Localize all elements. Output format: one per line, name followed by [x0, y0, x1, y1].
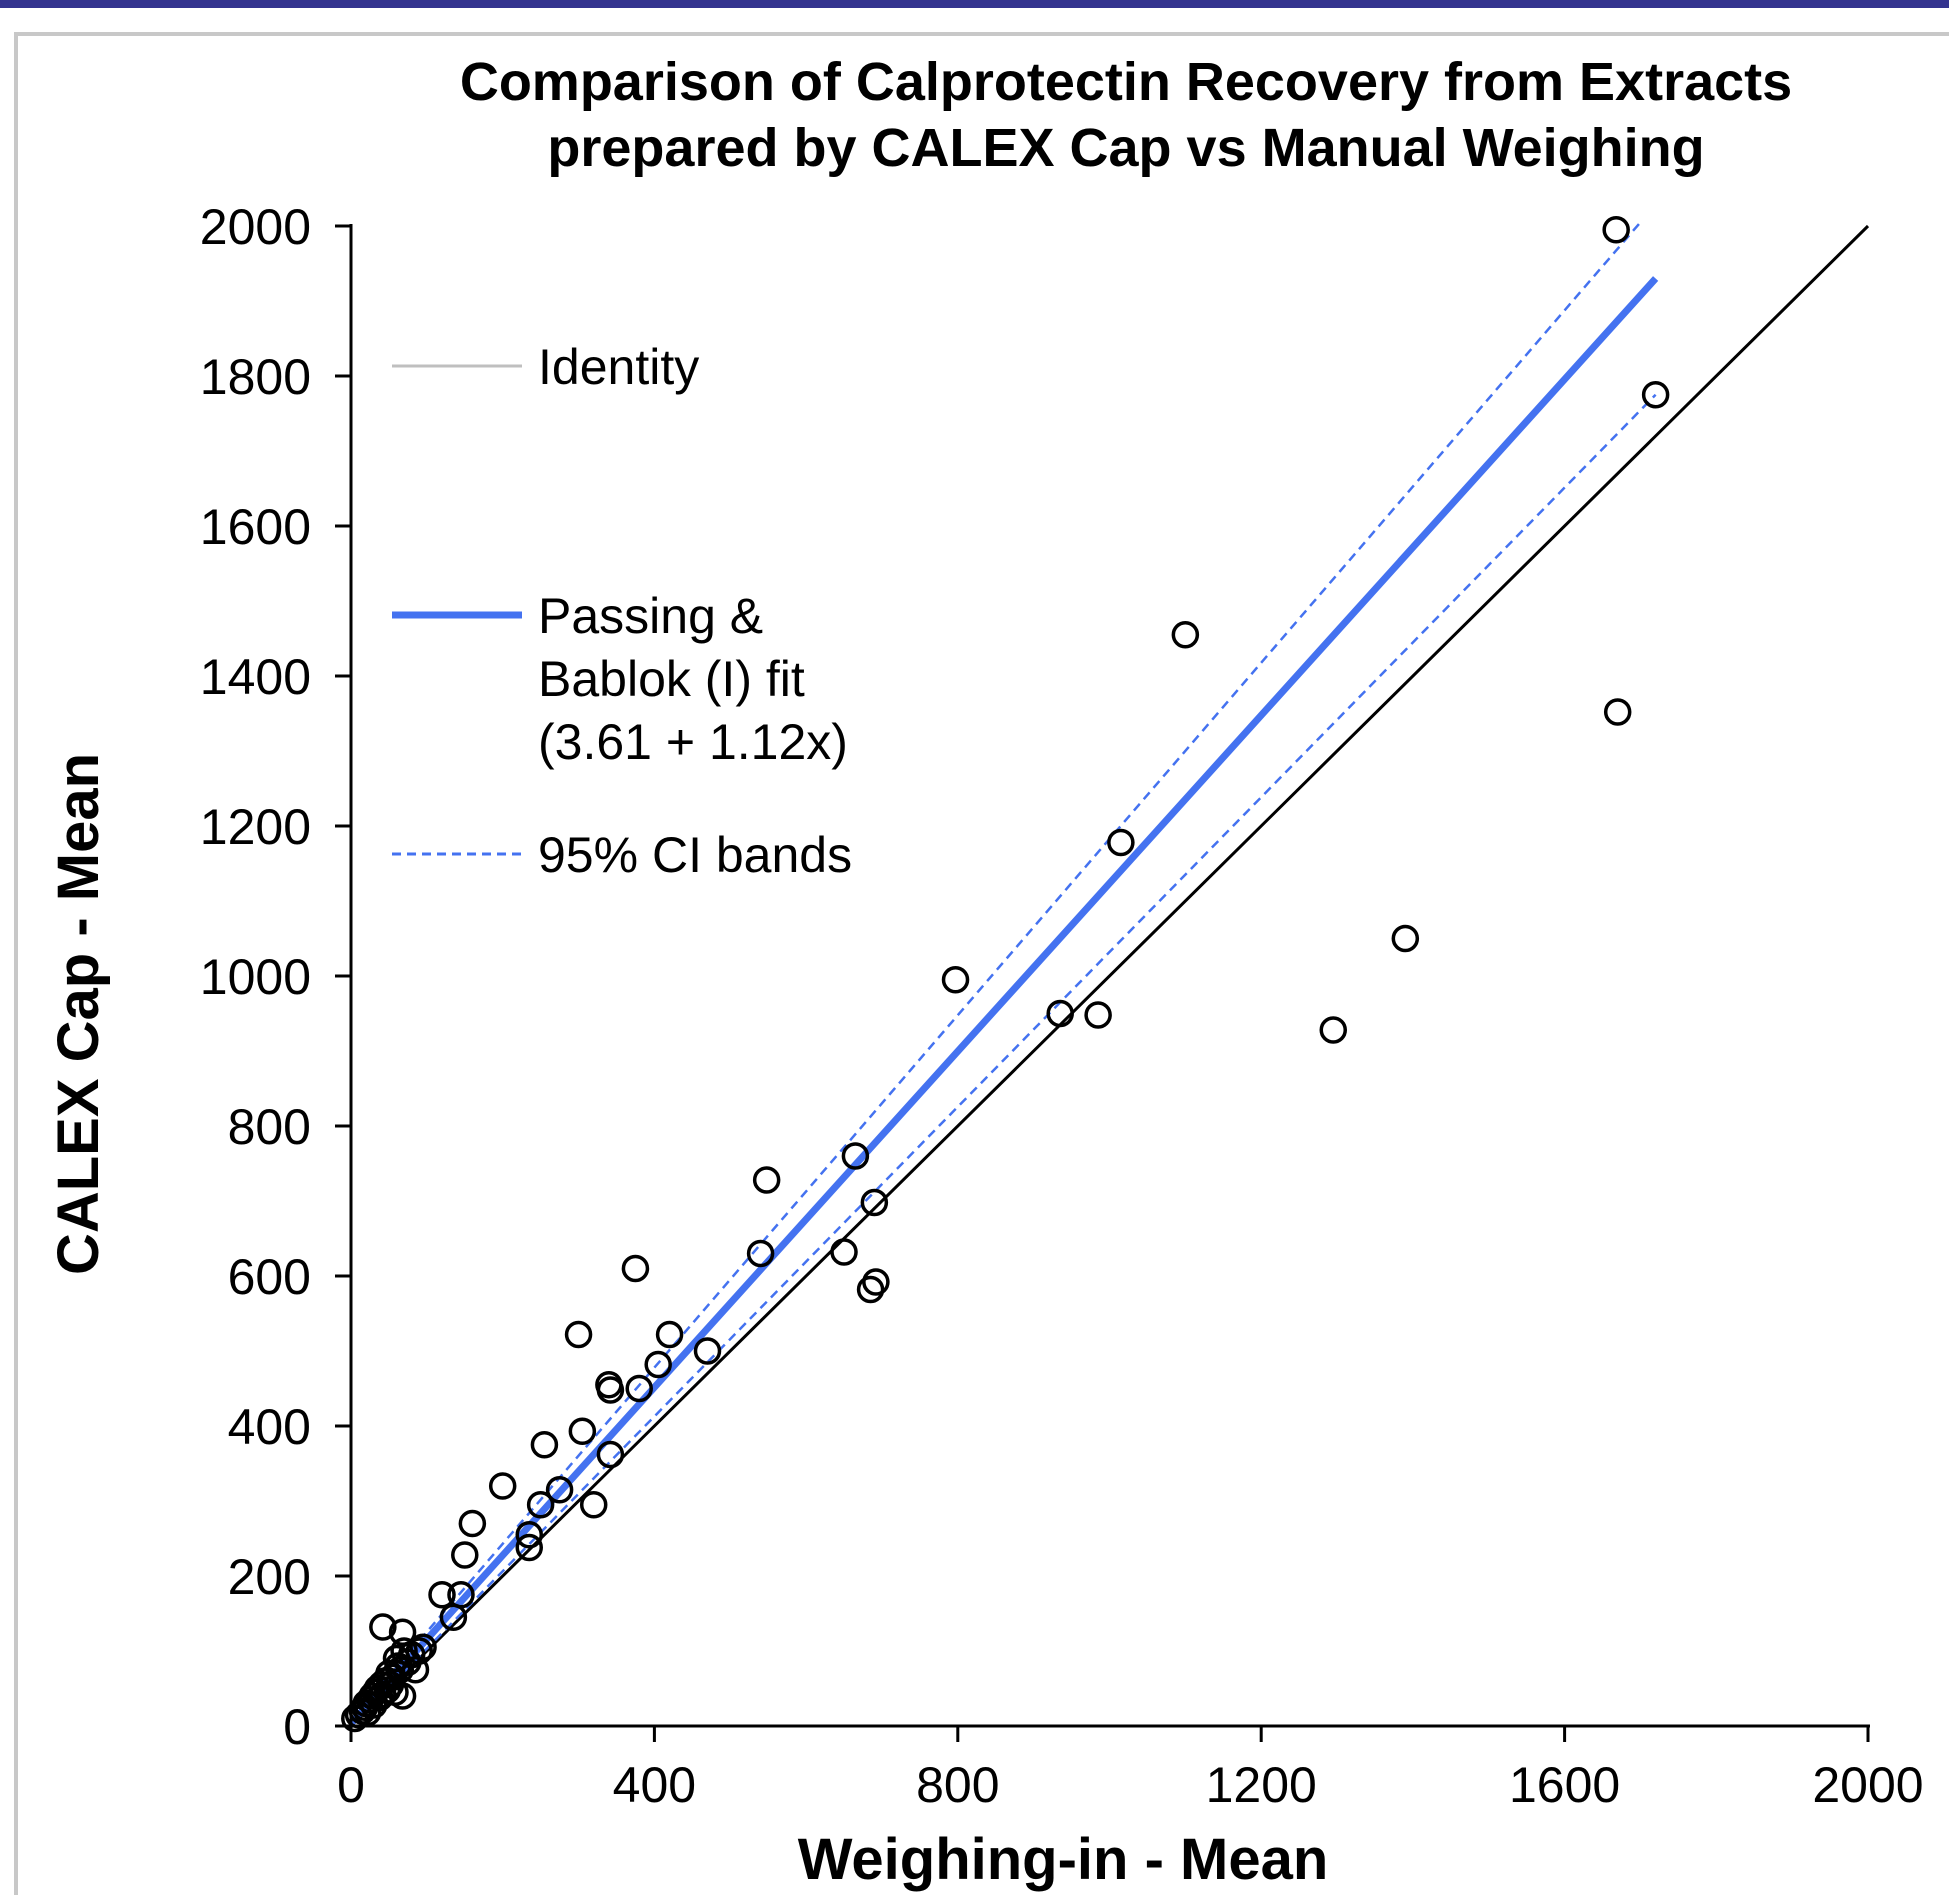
data-point [1602, 216, 1630, 244]
data-point [941, 966, 970, 994]
y-tick-label: 1200 [200, 799, 311, 855]
axes: 0 200 400 600 800 1000 1200 1400 1600 1800 2000 0 40… [200, 199, 1924, 1813]
y-tick-label: 1000 [200, 949, 311, 1005]
data-point [428, 1581, 456, 1609]
y-tick-label: 200 [228, 1549, 311, 1605]
data-point [596, 1440, 625, 1469]
window-top-bar [0, 0, 1949, 8]
data-point [621, 1254, 650, 1283]
data-point [579, 1491, 608, 1519]
data-point [369, 1613, 397, 1641]
y-tick-label: 800 [228, 1099, 311, 1155]
data-point [862, 1268, 890, 1296]
data-point [860, 1188, 889, 1217]
y-tick-label: 1800 [200, 349, 311, 405]
plot-lines [348, 221, 1870, 1728]
data-point [1641, 381, 1670, 409]
data-point [625, 1374, 653, 1403]
chart-title: Comparison of Calprotectin Recovery from… [460, 52, 1792, 178]
x-tick-label: 0 [337, 1757, 365, 1813]
x-tick-label: 1600 [1509, 1757, 1620, 1813]
y-tick-label: 1400 [200, 649, 311, 705]
identity-line [349, 224, 1870, 1728]
x-tick-label: 400 [613, 1757, 696, 1813]
legend: Identity Passing & Bablok (I) fit (3.61 … [392, 339, 852, 883]
x-tick-label: 800 [916, 1757, 999, 1813]
data-point [515, 1533, 543, 1562]
ci-upper-band [350, 221, 1642, 1721]
data-point [530, 1431, 559, 1459]
legend-fit-label-line-2: Bablok (I) fit [538, 651, 805, 707]
data-points [341, 216, 1670, 1733]
y-tick-label: 0 [283, 1699, 311, 1755]
data-point [1603, 698, 1632, 726]
chart-title-line-1: Comparison of Calprotectin Recovery from… [460, 52, 1792, 112]
data-point [515, 1521, 543, 1549]
ci-lower-band [350, 393, 1657, 1727]
y-tick-label: 400 [228, 1399, 311, 1455]
x-axis-title: Weighing-in - Mean [798, 1827, 1329, 1892]
data-point [1084, 1001, 1112, 1029]
x-tick-label: 1200 [1206, 1757, 1317, 1813]
y-tick-label: 2000 [200, 199, 311, 255]
data-point [1107, 828, 1135, 857]
data-point [856, 1275, 885, 1304]
data-point [564, 1320, 593, 1349]
data-point [388, 1618, 417, 1646]
data-point [568, 1417, 597, 1445]
data-point [752, 1166, 781, 1194]
data-point [409, 1633, 437, 1661]
data-point [746, 1239, 775, 1268]
chart-title-line-2: prepared by CALEX Cap vs Manual Weighing [547, 118, 1704, 178]
data-point [644, 1350, 672, 1379]
x-tick-label: 2000 [1812, 1757, 1923, 1813]
data-point [1171, 621, 1200, 649]
y-tick-label: 1600 [200, 499, 311, 555]
y-axis-title: CALEX Cap - Mean [46, 753, 111, 1275]
data-point [488, 1472, 517, 1500]
data-point [596, 1376, 625, 1404]
data-point [1319, 1016, 1348, 1044]
legend-fit-label-line-1: Passing & [538, 588, 763, 644]
data-point [830, 1238, 858, 1266]
data-point [1046, 999, 1074, 1028]
legend-ci-label: 95% CI bands [538, 827, 852, 883]
data-point [458, 1509, 487, 1538]
data-point [526, 1491, 555, 1519]
y-tick-label: 600 [228, 1249, 311, 1305]
data-point [405, 1637, 434, 1665]
legend-fit-label-line-3: (3.61 + 1.12x) [538, 714, 848, 770]
chart-frame: Comparison of Calprotectin Recovery from… [14, 32, 1949, 1895]
legend-identity-label: Identity [538, 339, 699, 395]
data-point [388, 1682, 417, 1710]
scatter-chart: Comparison of Calprotectin Recovery from… [46, 52, 1924, 1892]
data-point [545, 1476, 574, 1504]
data-point [655, 1320, 684, 1349]
data-point [1391, 924, 1420, 953]
data-point [451, 1541, 479, 1569]
data-point [693, 1337, 722, 1365]
fit-line [348, 276, 1659, 1726]
data-point [447, 1581, 475, 1609]
data-point [841, 1142, 870, 1170]
